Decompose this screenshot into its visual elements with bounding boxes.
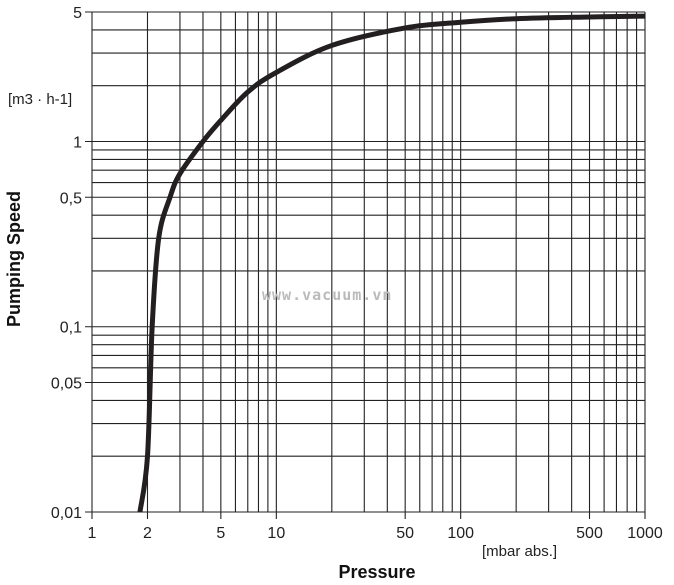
y-axis-title: Pumping Speed: [4, 191, 24, 327]
y-tick-label: 0,1: [60, 320, 82, 337]
x-tick-label: 1000: [627, 525, 663, 542]
y-tick-label: 1: [73, 134, 82, 151]
watermark: www.vacuum.vn: [262, 286, 392, 304]
y-tick-label: 0,5: [60, 190, 82, 207]
tick-labels: 1 2 5 10 50 100 500 1000 0,01 0,05 0,1 0,5 1 5: [51, 5, 663, 542]
x-tick-label: 1: [88, 525, 97, 542]
x-axis-title: Pressure: [338, 562, 415, 582]
y-tick-label: 0,05: [51, 376, 82, 393]
x-tick-label: 500: [576, 525, 603, 542]
x-tick-label: 10: [267, 525, 285, 542]
y-unit-label: [m3 · h-1]: [8, 91, 72, 108]
series-line-pumping-speed: [137, 13, 646, 513]
grid: [85, 11, 646, 519]
x-tick-label: 5: [216, 525, 225, 542]
y-tick-label: 0,01: [51, 505, 82, 522]
x-tick-label: 2: [143, 525, 152, 542]
x-tick-label: 50: [396, 525, 414, 542]
x-tick-label: 100: [447, 525, 474, 542]
y-tick-label: 5: [73, 5, 82, 22]
x-unit-label: [mbar abs.]: [482, 543, 557, 560]
